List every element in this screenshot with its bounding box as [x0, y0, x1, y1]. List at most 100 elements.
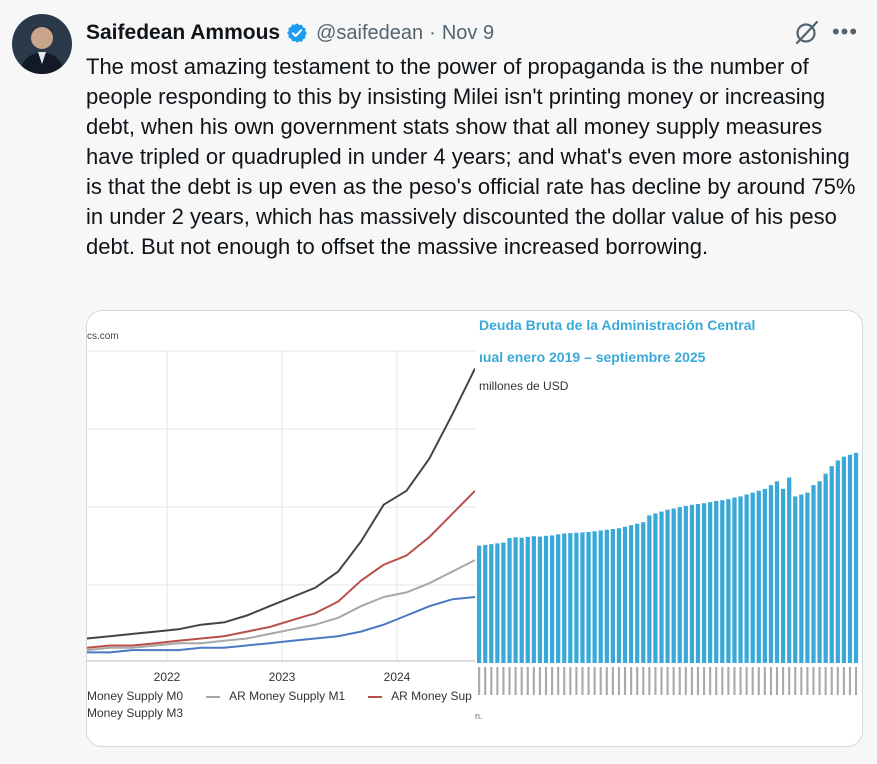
debt-bar-58: [829, 466, 834, 663]
debt-bar-18: [586, 532, 591, 663]
debt-bar-39: [714, 500, 719, 663]
bar-tick-label-9: [532, 667, 535, 695]
debt-bar-50: [780, 488, 786, 663]
bar-tick-label-40: [721, 667, 724, 695]
debt-bar-25: [628, 525, 634, 663]
series-line-3: [87, 368, 475, 640]
debt-bar-48: [768, 485, 774, 663]
bar-tick-label-59: [836, 667, 839, 695]
bar-tick-label-52: [794, 667, 797, 695]
bar-tick-label-34: [684, 667, 687, 695]
debt-bar-38: [708, 502, 713, 663]
debt-bar-57: [823, 473, 828, 663]
debt-bar-43: [738, 496, 743, 663]
bar-tick-label-49: [775, 667, 779, 695]
bar-tick-label-42: [733, 667, 736, 695]
grok-icon[interactable]: [793, 18, 821, 46]
legend-m0: Money Supply M0: [87, 689, 184, 703]
debt-bar-15: [568, 533, 573, 663]
bar-tick-label-28: [648, 667, 651, 695]
debt-bar-41: [726, 499, 731, 663]
bar-tick-label-57: [824, 667, 827, 695]
bar-tick-label-36: [696, 667, 700, 695]
bar-tick-label-15: [569, 667, 572, 695]
debt-bar-4: [501, 542, 506, 663]
bar-tick-label-31: [666, 667, 669, 695]
bar-tick-label-62: [854, 667, 858, 695]
bar-tick-label-44: [745, 667, 748, 695]
series-line-0: [87, 596, 475, 654]
author-handle[interactable]: @saifedean: [316, 21, 424, 44]
bar-tick-label-27: [642, 667, 645, 695]
money-supply-chart: cs.com 2022 2023 2024 Money Supply M0 AR M…: [87, 311, 475, 746]
bar-tick-label-56: [818, 667, 821, 695]
bar-tick-label-35: [690, 667, 693, 695]
legend-m3: Money Supply M3: [87, 706, 184, 720]
tweet-date[interactable]: Nov 9: [441, 21, 495, 44]
tweet-header: Saifedean Ammous @saifedean · Nov 9: [86, 18, 857, 48]
debt-bar-49: [774, 481, 780, 663]
bar-tick-label-5: [508, 667, 511, 695]
debt-bar-53: [799, 494, 804, 663]
debt-bar-13: [556, 534, 561, 663]
bar-tick-label-45: [751, 667, 754, 695]
more-icon[interactable]: •••: [831, 19, 859, 44]
debt-bar-7: [519, 537, 524, 663]
bar-tick-label-29: [654, 667, 657, 695]
avatar[interactable]: [12, 14, 72, 74]
bar-tick-label-0: [478, 667, 481, 695]
debt-bar-44: [744, 494, 749, 663]
author-name[interactable]: Saifedean Ammous: [86, 21, 281, 44]
series-line-2: [87, 490, 475, 649]
debt-bar-60: [841, 456, 847, 663]
debt-bar-19: [592, 531, 597, 663]
bar-tick-label-26: [636, 667, 639, 695]
debt-bar-47: [762, 488, 767, 663]
debt-bar-55: [811, 485, 816, 663]
debt-chart-unit: millones de USD: [479, 379, 569, 393]
debt-bar-29: [653, 513, 658, 663]
money-supply-plot: 2022 2023 2024: [87, 350, 475, 684]
bar-tick-label-2: [490, 667, 493, 695]
debt-bar-5: [507, 538, 512, 663]
bar-tick-label-17: [581, 667, 584, 695]
debt-bar-59: [835, 460, 840, 663]
bar-tick-label-4: [502, 667, 505, 695]
legend-m1: AR Money Supply M1: [229, 689, 346, 703]
bar-tick-label-37: [703, 667, 706, 695]
bar-tick-label-60: [842, 667, 845, 695]
bar-tick-label-20: [599, 667, 602, 695]
legend-m2: AR Money Sup: [391, 689, 472, 703]
debt-bar-8: [525, 536, 530, 663]
bar-tick-label-32: [672, 667, 675, 695]
debt-bar-3: [495, 543, 500, 663]
debt-bar-45: [750, 492, 755, 663]
series-line-1: [87, 559, 475, 652]
tweet-media[interactable]: cs.com 2022 2023 2024 Money Supply M0 AR M…: [86, 310, 863, 747]
bar-tick-label-21: [605, 667, 608, 695]
bar-tick-label-13: [557, 667, 560, 695]
bar-tick-label-25: [630, 667, 633, 695]
bar-tick-label-51: [788, 667, 791, 695]
bar-tick-label-11: [544, 667, 548, 695]
debt-bar-26: [635, 523, 640, 663]
bar-tick-label-8: [526, 667, 529, 695]
debt-bar-6: [513, 537, 518, 663]
bar-tick-label-41: [727, 667, 730, 695]
debt-bar-52: [793, 496, 798, 663]
debt-chart-footnote: n.: [475, 711, 483, 721]
debt-bar-62: [853, 452, 859, 663]
bar-tick-label-7: [520, 667, 523, 695]
bar-tick-label-53: [800, 667, 803, 695]
debt-bar-21: [604, 529, 609, 663]
bar-tick-label-38: [709, 667, 712, 695]
verified-badge-icon: [286, 22, 308, 44]
debt-bar-9: [531, 536, 536, 663]
x-tick-2024: 2024: [384, 670, 411, 684]
bar-tick-label-46: [757, 667, 760, 695]
debt-bar-22: [610, 528, 616, 663]
debt-bar-54: [805, 492, 810, 663]
debt-bar-31: [665, 509, 670, 663]
bar-tick-label-50: [782, 667, 785, 695]
debt-chart-subtitle: ıual enero 2019 – septiembre 2025: [479, 349, 706, 365]
